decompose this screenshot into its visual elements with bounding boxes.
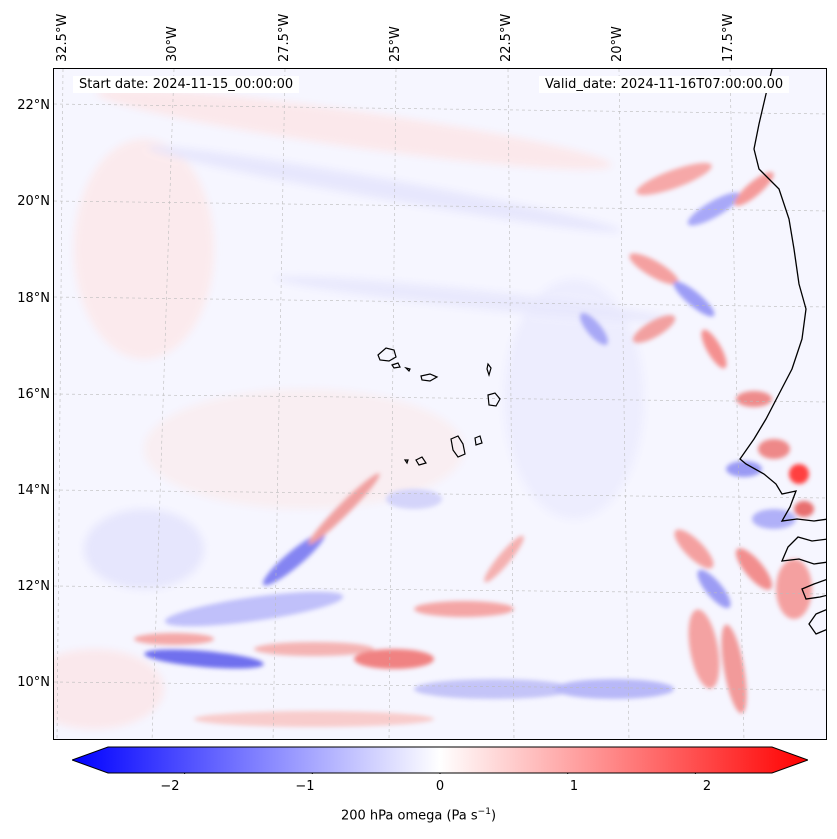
lon-label-30w: 30°W bbox=[165, 26, 180, 62]
map-panel bbox=[53, 68, 827, 740]
map-gridlines bbox=[54, 69, 826, 739]
colorbar-tick-label: −2 bbox=[160, 779, 180, 794]
cape-verde-islands bbox=[377, 347, 501, 466]
colorbar-label-exponent: −1 bbox=[477, 807, 491, 817]
weak-field-features bbox=[54, 88, 673, 729]
lon-label-22-5w: 22.5°W bbox=[499, 13, 514, 62]
lat-label-20n: 20°N bbox=[17, 194, 50, 209]
colorbar-label: 200 hPa omega (Pa s−1) bbox=[0, 807, 837, 823]
colorbar-tick-label: 2 bbox=[702, 779, 712, 794]
colorbar-tick-label: 0 bbox=[435, 779, 445, 794]
coastal-wave-features bbox=[580, 162, 814, 714]
colorbar bbox=[72, 746, 808, 774]
lat-label-16n: 16°N bbox=[17, 387, 50, 402]
lon-label-20w: 20°W bbox=[610, 26, 625, 62]
lat-label-10n: 10°N bbox=[17, 675, 50, 690]
lon-label-27-5w: 27.5°W bbox=[277, 13, 292, 62]
lat-label-22n: 22°N bbox=[17, 98, 50, 113]
colorbar-body bbox=[72, 746, 808, 774]
colorbar-label-main: 200 hPa omega (Pa s bbox=[340, 808, 478, 824]
lat-label-14n: 14°N bbox=[17, 483, 50, 498]
west-africa-coastline bbox=[739, 69, 826, 635]
lat-label-18n: 18°N bbox=[17, 291, 50, 306]
colorbar-tick-label: 1 bbox=[569, 779, 579, 794]
start-date-label: Start date: 2024-11-15_00:00:00 bbox=[73, 76, 300, 93]
lon-label-32-5w: 32.5°W bbox=[55, 13, 70, 62]
southern-band-features bbox=[134, 473, 674, 727]
colorbar-label-end: ) bbox=[490, 808, 497, 824]
lon-label-25w: 25°W bbox=[388, 26, 403, 62]
colorbar-tick-marks bbox=[184, 773, 696, 774]
colorbar-tick-label: −1 bbox=[295, 779, 315, 794]
omega-field bbox=[54, 69, 826, 739]
valid-date-label: Valid_date: 2024-11-16T07:00:00.00 bbox=[539, 76, 790, 93]
lat-label-12n: 12°N bbox=[17, 579, 50, 594]
lon-label-17-5w: 17.5°W bbox=[721, 13, 736, 62]
